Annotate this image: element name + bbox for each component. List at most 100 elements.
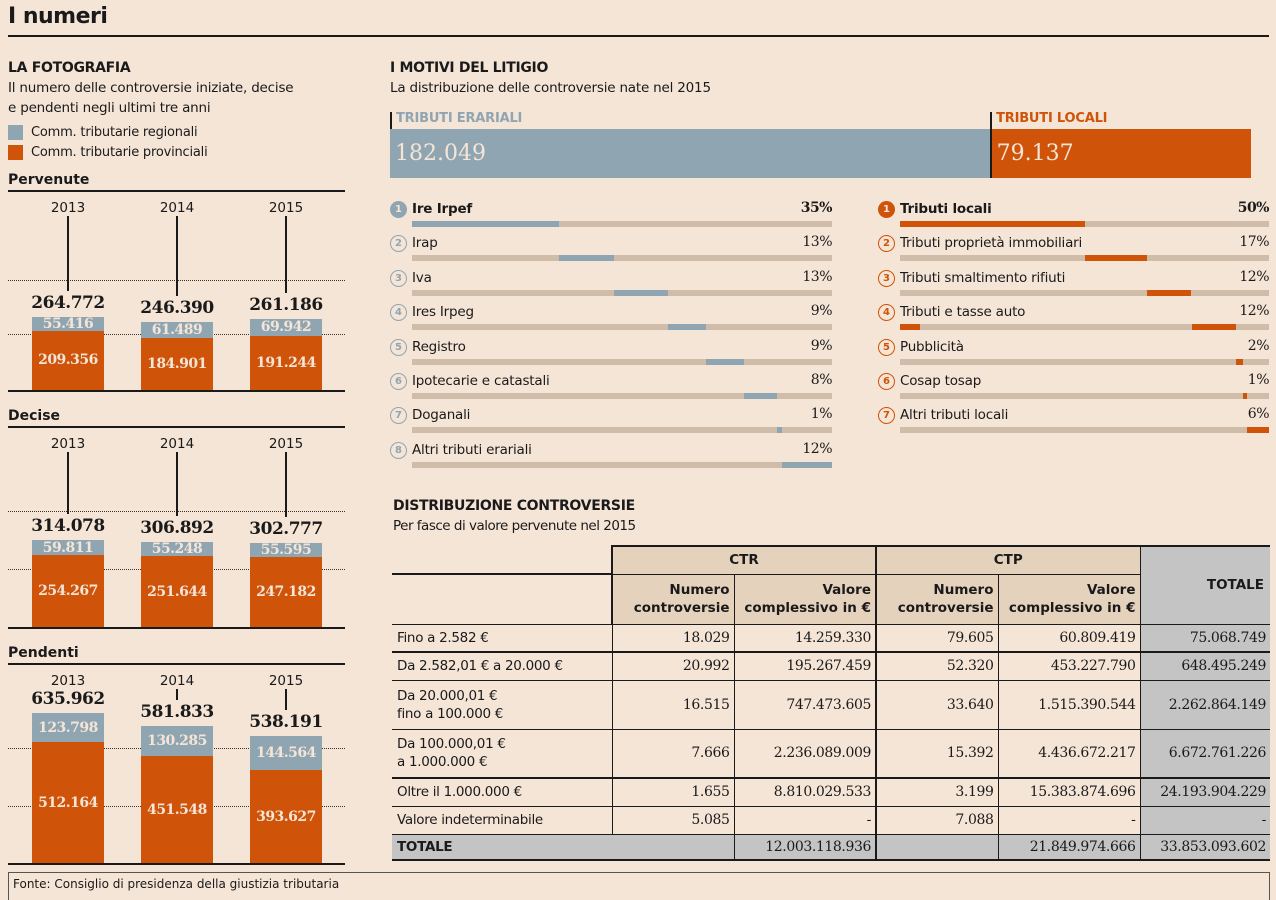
bar-segment-provinciali: 254.267	[32, 555, 104, 627]
bar-total-label: 264.772	[31, 292, 105, 313]
item-bar-track	[412, 393, 832, 399]
leader-line	[67, 216, 69, 291]
item-bar-track	[900, 427, 1269, 434]
bar-segment-provinciali: 393.627	[250, 770, 322, 863]
year-label: 2013	[50, 436, 86, 452]
motivo-label: Ipotecarie e catastali	[412, 373, 550, 389]
leader-line	[176, 689, 178, 700]
panel-title-pervenute: Pervenute	[8, 172, 90, 188]
motivo-item: 2 Irap 13%	[390, 234, 832, 269]
header-ctp-valore: Valore complessivo in €	[998, 574, 1141, 625]
fotografia-subtitle-2: e pendenti negli ultimi tre anni	[8, 100, 211, 116]
panel-top-rule	[8, 426, 345, 428]
legend-swatch-regionali	[8, 125, 23, 140]
item-bar-track	[900, 358, 1269, 365]
year-label: 2014	[159, 436, 195, 452]
item-bar-track	[900, 393, 1269, 399]
cell-ctr-valore: 195.267.459	[734, 652, 877, 681]
item-bar-fill	[1246, 427, 1269, 434]
header-ctr-valore: Valore complessivo in €	[734, 574, 877, 625]
item-bar-track	[412, 427, 832, 434]
header-ctr-numero-l2: controversie	[633, 600, 730, 616]
panel-baseline	[8, 390, 345, 392]
header-ctp-numero-l1: Numero	[933, 582, 994, 598]
cell-ctr-valore: 8.810.029.533	[734, 778, 877, 807]
legend-label-regionali: Comm. tributarie regionali	[31, 125, 198, 140]
item-bar-fill	[1147, 289, 1192, 296]
cell-ctr-valore: -	[734, 806, 877, 835]
motivo-percent: 13%	[802, 234, 832, 251]
leader-line	[285, 216, 287, 293]
cell-ctp-numero: 3.199	[876, 778, 999, 807]
motivi-title: I MOTIVI DEL LITIGIO	[390, 60, 549, 76]
panel-top-rule	[8, 663, 345, 665]
table-row: Fino a 2.582 € 18.029 14.259.330 79.605 …	[392, 624, 1270, 653]
rank-badge-icon: 4	[878, 304, 895, 322]
item-bar-fill	[743, 393, 778, 399]
item-bar-track	[412, 358, 832, 365]
item-bar-track	[412, 289, 832, 296]
year-label: 2015	[268, 673, 304, 689]
rank-badge-icon: 4	[390, 304, 407, 322]
cell-ctp-numero: 7.088	[876, 806, 999, 835]
row-label-line2: a 1.000.000 €	[397, 754, 488, 771]
rank-badge-icon: 6	[878, 373, 895, 390]
rank-badge-icon: 7	[390, 407, 407, 425]
row-label-line1: Da 100.000,01 €	[397, 736, 506, 753]
bar-segment-regionali: 59.811	[32, 540, 104, 556]
year-label: 2014	[159, 200, 195, 216]
bar-segment-provinciali: 184.901	[141, 337, 213, 390]
fotografia-subtitle-1: Il numero delle controversie iniziate, d…	[8, 80, 294, 96]
table-row: Oltre il 1.000.000 € 1.655 8.810.029.533…	[392, 778, 1270, 807]
cell-totale: 2.262.864.149	[1140, 680, 1270, 730]
header-ctp: CTP	[876, 545, 1141, 575]
header-ctp-valore-l2: complessivo in €	[1008, 600, 1136, 616]
motivo-percent: 13%	[802, 268, 832, 285]
rank-badge-icon: 3	[878, 269, 895, 287]
header-ctr-valore-l2: complessivo in €	[744, 600, 871, 616]
motivo-item: 1 Tributi locali 50%	[878, 200, 1270, 235]
rank-badge-icon: 7	[878, 407, 895, 425]
motivo-percent: 12%	[802, 440, 832, 457]
panel-title-decise: Decise	[8, 408, 61, 424]
motivi-subtitle: La distribuzione delle controversie nate…	[390, 80, 711, 96]
bar-segment-regionali: 69.942	[250, 318, 322, 337]
bar-segment-provinciali: 251.644	[141, 556, 213, 627]
bar-total-label: 635.962	[31, 688, 105, 709]
item-bar-fill	[1243, 393, 1247, 399]
motivo-item: 1 Ire Irpef 35%	[390, 200, 833, 235]
motivo-percent: 9%	[810, 303, 833, 320]
header-ctr-numero-l1: Numero	[669, 582, 730, 598]
cell-ctp-numero: 52.320	[876, 652, 999, 681]
motivo-percent: 2%	[1247, 337, 1270, 354]
item-bar-fill	[668, 324, 706, 331]
locali-bar: 79.137	[991, 129, 1251, 178]
bar-segment-regionali: 55.595	[250, 542, 322, 558]
item-bar-fill	[1191, 324, 1236, 331]
header-ctp-numero-l2: controversie	[897, 600, 994, 616]
distribuzione-table: CTR CTP TOTALE Numero controversie Valore…	[392, 545, 1270, 861]
header-totale: TOTALE	[1140, 545, 1270, 625]
rank-badge-icon: 1	[390, 201, 407, 218]
table-corner	[392, 546, 612, 575]
table-row: Da 2.582,01 € a 20.000 € 20.992 195.267.…	[392, 652, 1270, 681]
motivo-label: Tributi e tasse auto	[900, 304, 1026, 321]
motivo-label: Altri tributi locali	[900, 407, 1009, 424]
cell-ctr-valore: 2.236.089.009	[734, 729, 877, 779]
motivo-percent: 17%	[1239, 234, 1269, 251]
year-label: 2015	[268, 200, 304, 216]
motivo-item: 5 Registro 9%	[390, 338, 833, 373]
bar-total-label: 581.833	[140, 701, 214, 722]
item-bar-fill	[1235, 358, 1244, 365]
cell-ctp-valore: 453.227.790	[998, 652, 1141, 681]
source-note: Fonte: Consiglio di presidenza della giu…	[8, 872, 1270, 900]
motivo-label: Pubblicità	[900, 338, 964, 355]
erariali-label: TRIBUTI ERARIALI	[396, 111, 523, 126]
bar-segment-regionali: 55.416	[32, 316, 104, 332]
rank-badge-icon: 1	[878, 201, 895, 218]
bar-segment-regionali: 61.489	[141, 322, 213, 338]
bar-segment-regionali: 123.798	[32, 712, 104, 743]
motivo-label: Altri tributi erariali	[412, 441, 532, 458]
year-label: 2013	[50, 200, 86, 216]
page-title: I numeri	[8, 4, 108, 29]
